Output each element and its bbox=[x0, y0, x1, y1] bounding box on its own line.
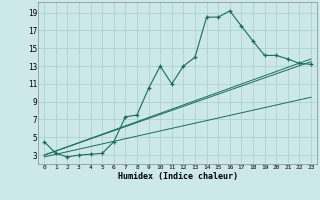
X-axis label: Humidex (Indice chaleur): Humidex (Indice chaleur) bbox=[118, 172, 238, 181]
